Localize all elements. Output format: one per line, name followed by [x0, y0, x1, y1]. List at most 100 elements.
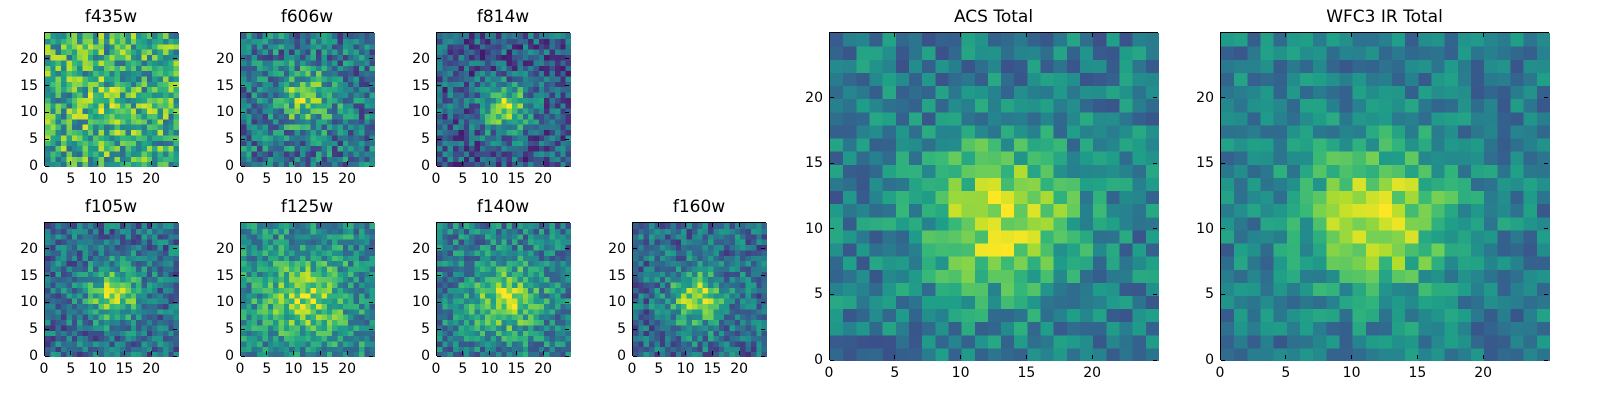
heatmap-cell — [316, 324, 322, 331]
heatmap-cell — [55, 249, 62, 256]
heatmap-cell — [463, 319, 470, 326]
heatmap-cell — [93, 145, 100, 152]
heatmap-cell — [458, 335, 465, 342]
heatmap-cell — [756, 346, 763, 353]
heatmap-cell — [98, 81, 105, 88]
heatmap-cell — [241, 38, 247, 45]
heatmap-cell — [708, 287, 714, 294]
heatmap-cell — [348, 228, 355, 235]
heatmap-cell — [321, 249, 328, 256]
heatmap-cell — [506, 70, 513, 77]
heatmap-cell — [267, 54, 274, 61]
heatmap-cell — [337, 49, 344, 56]
heatmap-cell — [299, 59, 306, 66]
heatmap-cell — [45, 113, 51, 120]
heatmap-cell — [533, 324, 540, 331]
heatmap-cell — [469, 228, 476, 235]
heatmap-cell — [528, 292, 535, 299]
heatmap-cell — [638, 292, 645, 299]
heatmap-cell — [87, 129, 94, 136]
heatmap-cell — [77, 43, 84, 50]
heatmap-cell — [501, 38, 508, 45]
heatmap-cell — [1132, 295, 1147, 310]
heatmap-cell — [55, 140, 62, 147]
heatmap-cell — [326, 140, 333, 147]
heatmap-cell — [453, 228, 460, 235]
heatmap-cell — [681, 223, 688, 229]
y-tick — [565, 138, 569, 140]
heatmap-cell — [538, 140, 545, 147]
heatmap-cell — [485, 233, 492, 240]
heatmap-cell — [830, 242, 844, 257]
heatmap-cell — [262, 324, 269, 331]
heatmap-cell — [512, 233, 518, 240]
heatmap-cell — [332, 319, 339, 326]
heatmap-cell — [273, 287, 280, 294]
heatmap-cell — [262, 244, 269, 251]
heatmap-cell — [173, 81, 179, 88]
heatmap-cell — [1001, 216, 1015, 231]
heatmap-cell — [109, 54, 116, 61]
heatmap-cell — [130, 271, 137, 278]
heatmap-cell — [565, 244, 571, 251]
heatmap-cell — [326, 314, 333, 321]
heatmap-cell — [538, 233, 545, 240]
heatmap-cell — [358, 65, 365, 72]
heatmap-cell — [136, 140, 143, 147]
heatmap-cell — [136, 351, 143, 357]
heatmap-cell — [45, 330, 51, 337]
heatmap-cell — [369, 129, 375, 136]
heatmap-cell — [1106, 347, 1121, 361]
heatmap-cell — [843, 216, 857, 231]
heatmap-cell — [61, 255, 68, 262]
heatmap-cell — [718, 260, 725, 267]
heatmap-cell — [533, 59, 540, 66]
heatmap-cell — [168, 239, 175, 246]
heatmap-cell — [485, 228, 492, 235]
heatmap-cell — [638, 287, 645, 294]
heatmap-cell — [1053, 256, 1068, 270]
heatmap-cell — [442, 340, 449, 347]
heatmap-cell — [734, 330, 741, 337]
heatmap-cell — [554, 346, 561, 353]
heatmap-cell — [495, 145, 502, 152]
x-tick-label: 5 — [458, 361, 468, 377]
heatmap-cell — [528, 281, 535, 288]
heatmap-cell — [273, 346, 280, 353]
heatmap-cell — [66, 150, 73, 157]
heatmap-cell — [522, 287, 529, 294]
heatmap-cell — [273, 33, 280, 39]
heatmap-cell — [729, 255, 736, 262]
heatmap-cell — [458, 49, 465, 56]
heatmap-cell — [1066, 347, 1081, 361]
heatmap-cell — [369, 65, 375, 72]
heatmap-cell — [533, 340, 540, 347]
heatmap-cell — [310, 314, 317, 321]
heatmap-cell — [1001, 282, 1015, 296]
heatmap-cell — [66, 97, 73, 104]
heatmap-cell — [364, 49, 371, 56]
y-tick — [173, 58, 177, 60]
heatmap-cell — [262, 65, 269, 72]
heatmap-cell — [675, 303, 682, 310]
heatmap-cell — [560, 223, 567, 229]
heatmap-cell — [538, 281, 545, 288]
heatmap-cell — [283, 140, 290, 147]
heatmap-cell — [554, 239, 561, 246]
heatmap-cell — [1106, 164, 1121, 178]
heatmap-cell — [168, 134, 175, 141]
heatmap-cell — [522, 324, 529, 331]
heatmap-cell — [544, 113, 551, 120]
heatmap-cell — [358, 38, 365, 45]
heatmap-cell — [495, 255, 502, 262]
heatmap-cell — [734, 351, 741, 357]
heatmap-cell — [310, 351, 317, 357]
heatmap-cell — [103, 75, 110, 82]
heatmap-cell — [501, 129, 508, 136]
heatmap-cell — [843, 256, 857, 270]
heatmap-cell — [643, 233, 650, 240]
heatmap-cell — [289, 145, 296, 152]
heatmap-cell — [718, 292, 725, 299]
heatmap-cell — [120, 260, 126, 267]
heatmap-cell — [1080, 242, 1094, 257]
